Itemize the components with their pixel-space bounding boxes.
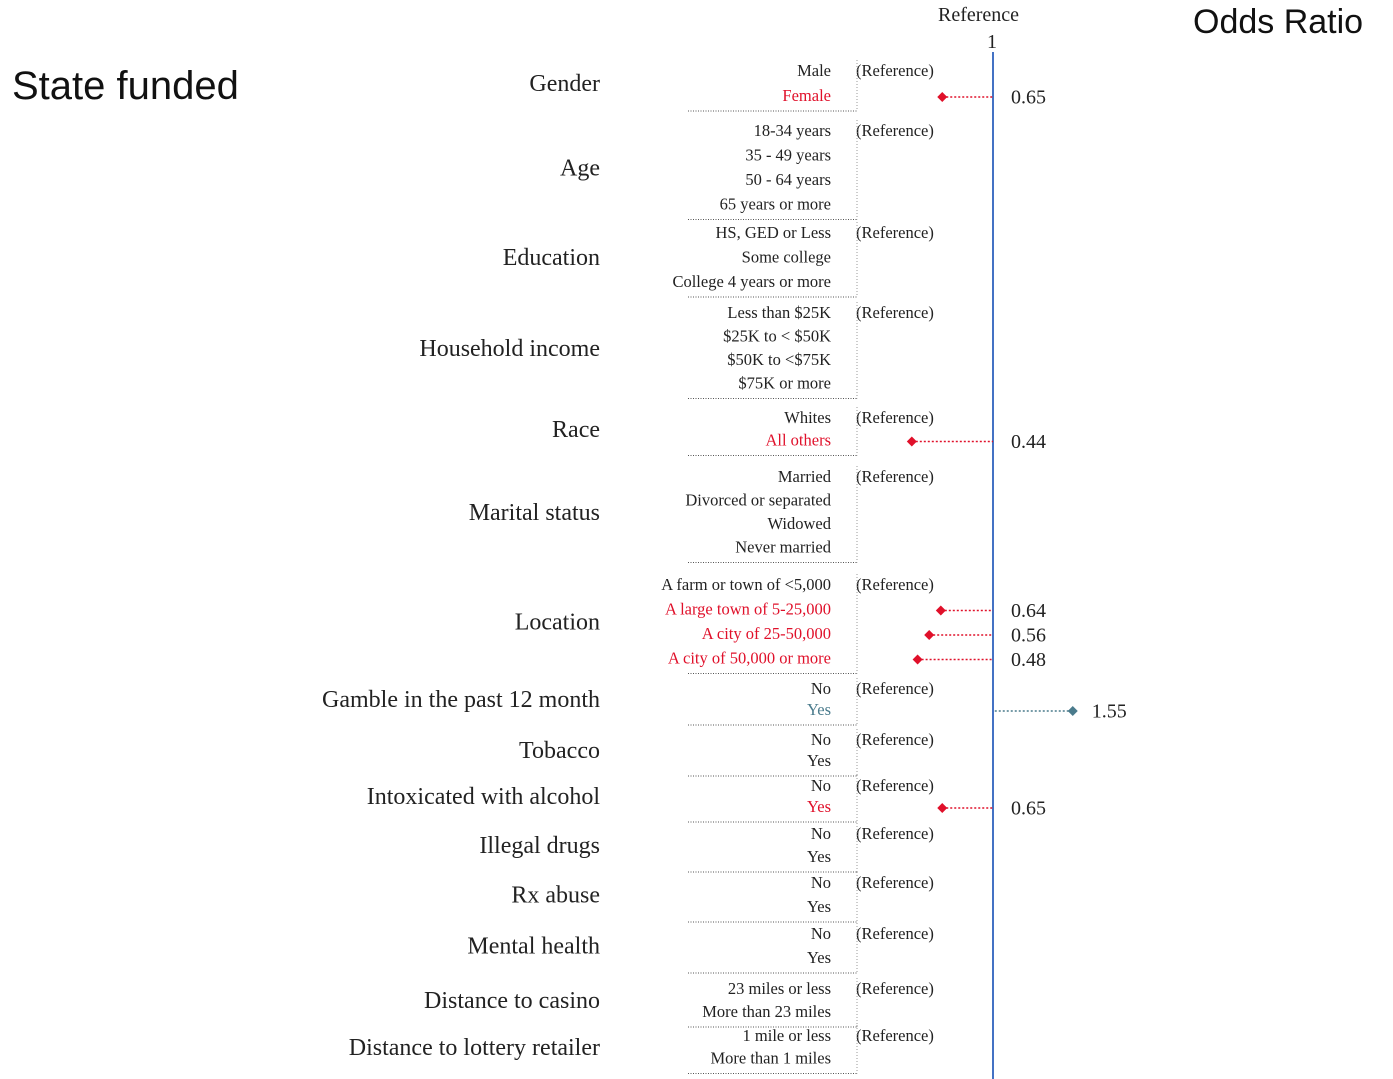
level-label: No	[811, 873, 831, 892]
group-label: Distance to lottery retailer	[349, 1035, 600, 1061]
group-label: Household income	[419, 336, 600, 362]
reference-note: (Reference)	[856, 575, 934, 594]
group-label: Location	[515, 609, 600, 635]
level-label: 18-34 years	[754, 121, 831, 140]
level-label: No	[811, 776, 831, 795]
level-label: A city of 50,000 or more	[668, 648, 831, 667]
reference-note: (Reference)	[856, 824, 934, 843]
group-label: Gamble in the past 12 month	[322, 687, 600, 713]
odds-ratio-marker	[1067, 706, 1078, 716]
level-label: A city of 25-50,000	[702, 624, 831, 643]
group-label: Mental health	[467, 934, 600, 960]
group-label: Race	[552, 417, 600, 443]
level-label: Yes	[807, 897, 831, 916]
level-label: More than 1 miles	[710, 1048, 831, 1067]
group-label: Illegal drugs	[479, 833, 600, 859]
group-label: Education	[503, 245, 600, 271]
odds-ratio-value: 0.65	[1011, 798, 1046, 820]
level-label: Less than $25K	[727, 303, 831, 322]
reference-note: (Reference)	[856, 873, 934, 892]
odds-ratio-marker	[935, 605, 946, 616]
level-label: Divorced or separated	[685, 490, 831, 509]
odds-ratio-marker	[924, 630, 935, 640]
reference-value: 1	[987, 31, 997, 53]
level-label: No	[811, 924, 831, 943]
level-label: More than 23 miles	[702, 1002, 831, 1021]
reference-note: (Reference)	[856, 223, 934, 242]
group-label: Intoxicated with alcohol	[367, 784, 601, 810]
reference-note: (Reference)	[856, 924, 934, 943]
level-label: $25K to < $50K	[723, 326, 831, 345]
chart-title: State funded	[12, 64, 239, 108]
odds-ratio-marker	[912, 654, 923, 665]
level-label: 50 - 64 years	[745, 170, 831, 189]
group-label: Distance to casino	[424, 988, 600, 1014]
level-label: Some college	[742, 247, 831, 266]
level-label: 65 years or more	[720, 194, 831, 213]
level-label: $50K to <$75K	[727, 350, 831, 369]
odds-ratio-value: 1.55	[1092, 701, 1127, 723]
level-label: HS, GED or Less	[716, 223, 832, 242]
level-label: Yes	[807, 700, 831, 719]
level-label: No	[811, 730, 831, 749]
reference-note: (Reference)	[856, 979, 934, 998]
level-label: 35 - 49 years	[745, 145, 831, 164]
level-label: Yes	[807, 847, 831, 866]
level-label: Yes	[807, 948, 831, 967]
level-label: Yes	[807, 797, 831, 816]
level-label: College 4 years or more	[672, 272, 831, 291]
level-label: 1 mile or less	[743, 1026, 831, 1045]
reference-note: (Reference)	[856, 730, 934, 749]
level-label: All others	[765, 430, 831, 449]
odds-ratio-value: 0.44	[1011, 431, 1046, 453]
reference-note: (Reference)	[856, 61, 934, 80]
level-label: Married	[778, 467, 832, 486]
level-label: No	[811, 679, 831, 698]
axis-title: Odds Ratio	[1193, 3, 1364, 41]
level-label: Whites	[784, 408, 831, 427]
group-label: Gender	[529, 71, 600, 97]
level-label: $75K or more	[738, 373, 831, 392]
reference-note: (Reference)	[856, 679, 934, 698]
reference-note: (Reference)	[856, 121, 934, 140]
odds-ratio-value: 0.64	[1011, 600, 1046, 622]
level-label: Yes	[807, 751, 831, 770]
odds-ratio-marker	[937, 803, 948, 813]
reference-note: (Reference)	[856, 776, 934, 795]
reference-note: (Reference)	[856, 303, 934, 322]
level-label: A farm or town of <5,000	[661, 575, 831, 594]
group-label: Tobacco	[519, 738, 600, 764]
group-label: Age	[560, 155, 600, 181]
level-label: 23 miles or less	[728, 979, 831, 998]
group-label: Marital status	[469, 500, 600, 526]
reference-note: (Reference)	[856, 467, 934, 486]
level-label: Male	[797, 61, 831, 80]
reference-header: Reference	[938, 4, 1020, 26]
group-label: Rx abuse	[511, 883, 600, 909]
reference-note: (Reference)	[856, 408, 934, 427]
level-label: A large town of 5-25,000	[665, 599, 831, 618]
odds-ratio-value: 0.56	[1011, 625, 1046, 647]
level-label: Female	[782, 86, 831, 105]
odds-ratio-marker	[937, 92, 948, 102]
odds-ratio-value: 0.65	[1011, 87, 1046, 109]
level-label: No	[811, 824, 831, 843]
odds-ratio-value: 0.48	[1011, 649, 1046, 671]
reference-note: (Reference)	[856, 1026, 934, 1045]
odds-ratio-marker	[906, 436, 917, 447]
level-label: Widowed	[768, 514, 832, 533]
level-label: Never married	[735, 537, 831, 556]
